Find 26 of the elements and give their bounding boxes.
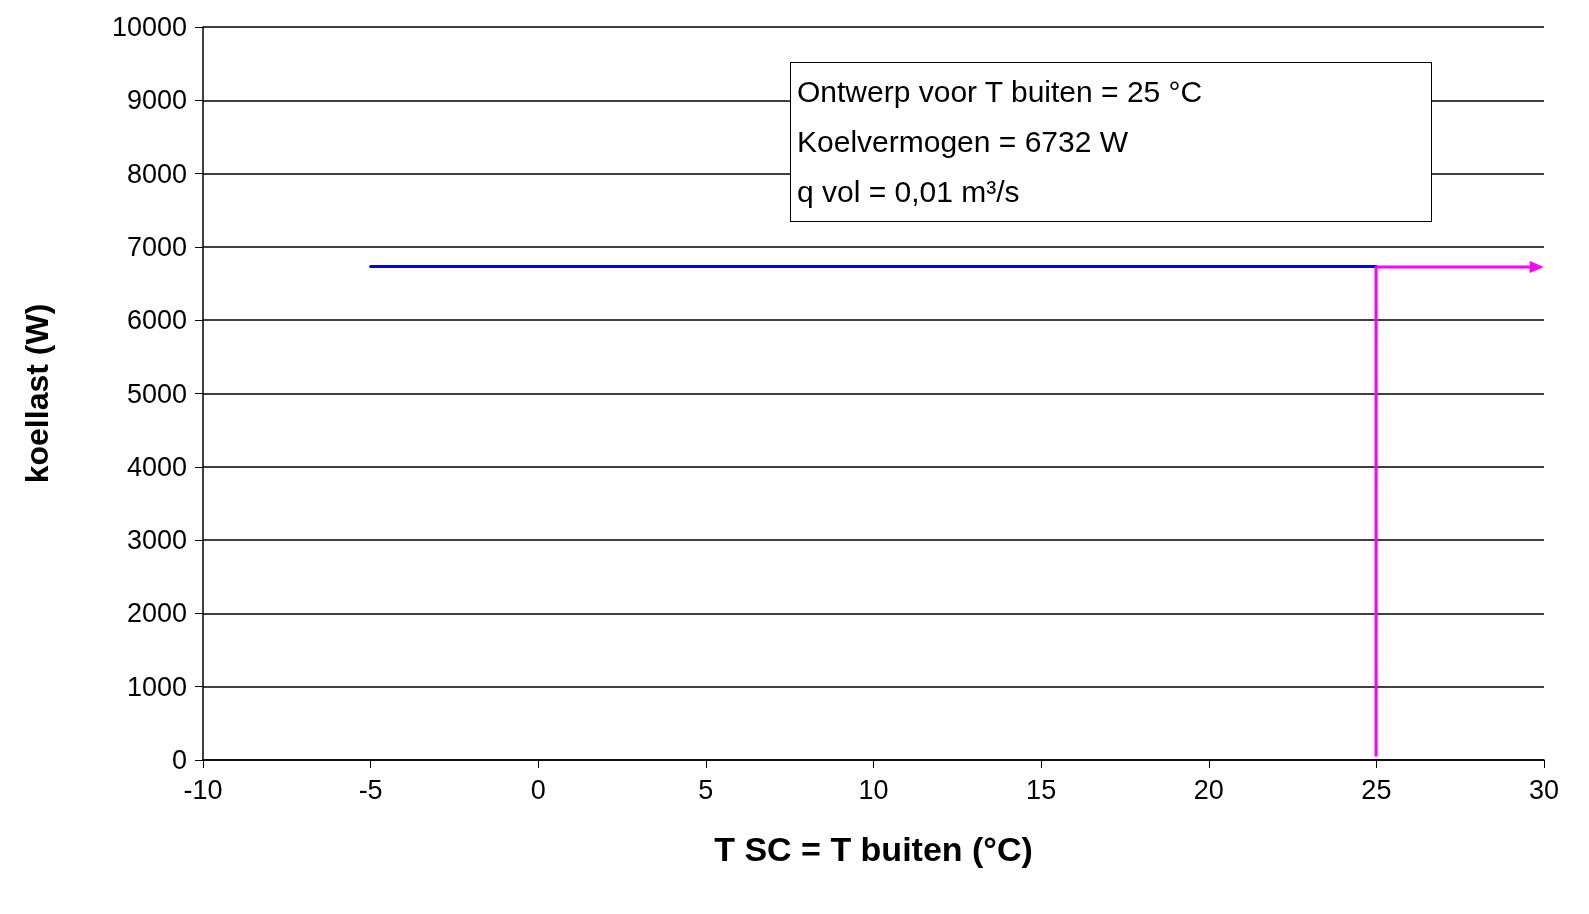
y-tick-label: 6000 [126, 305, 187, 336]
y-tick-label: 5000 [126, 378, 187, 409]
y-axis-title: koellast (W) [19, 303, 55, 484]
y-tick-label: 8000 [126, 158, 187, 189]
annotation: Koelvermogen = 6732 W [797, 124, 1130, 160]
x-tick-label: 0 [530, 774, 546, 805]
y-tick-label: 1000 [126, 671, 187, 702]
y-tick-label: 10000 [111, 12, 187, 42]
y-tick-label: 9000 [126, 85, 187, 116]
x-tick-label: -10 [183, 774, 223, 805]
x-tick-label: -5 [358, 774, 383, 805]
y-tick-label: 3000 [126, 525, 187, 556]
annotation: q vol = 0,01 m³/s [797, 174, 1021, 210]
x-tick-label: 10 [858, 774, 889, 805]
y-tick-label: 7000 [126, 231, 187, 262]
note-box: Ontwerp voor T buiten = 25 °C Koelvermogen = 6732 W q vol = 0,01 m³/s [790, 62, 1432, 222]
x-tick-label: 20 [1193, 774, 1224, 805]
x-axis-title: T SC = T buiten (°C) [714, 830, 1033, 868]
y-tick-label: 4000 [126, 451, 187, 482]
x-tick-label: 15 [1026, 774, 1057, 805]
x-tick-label: 30 [1528, 774, 1560, 805]
y-tick-label: 0 [171, 745, 187, 775]
y-tick-label: 2000 [126, 598, 187, 629]
x-tick-label: 25 [1361, 774, 1392, 805]
x-tick-label: 5 [698, 774, 714, 805]
annotation: Ontwerp voor T buiten = 25 °C [797, 74, 1204, 110]
